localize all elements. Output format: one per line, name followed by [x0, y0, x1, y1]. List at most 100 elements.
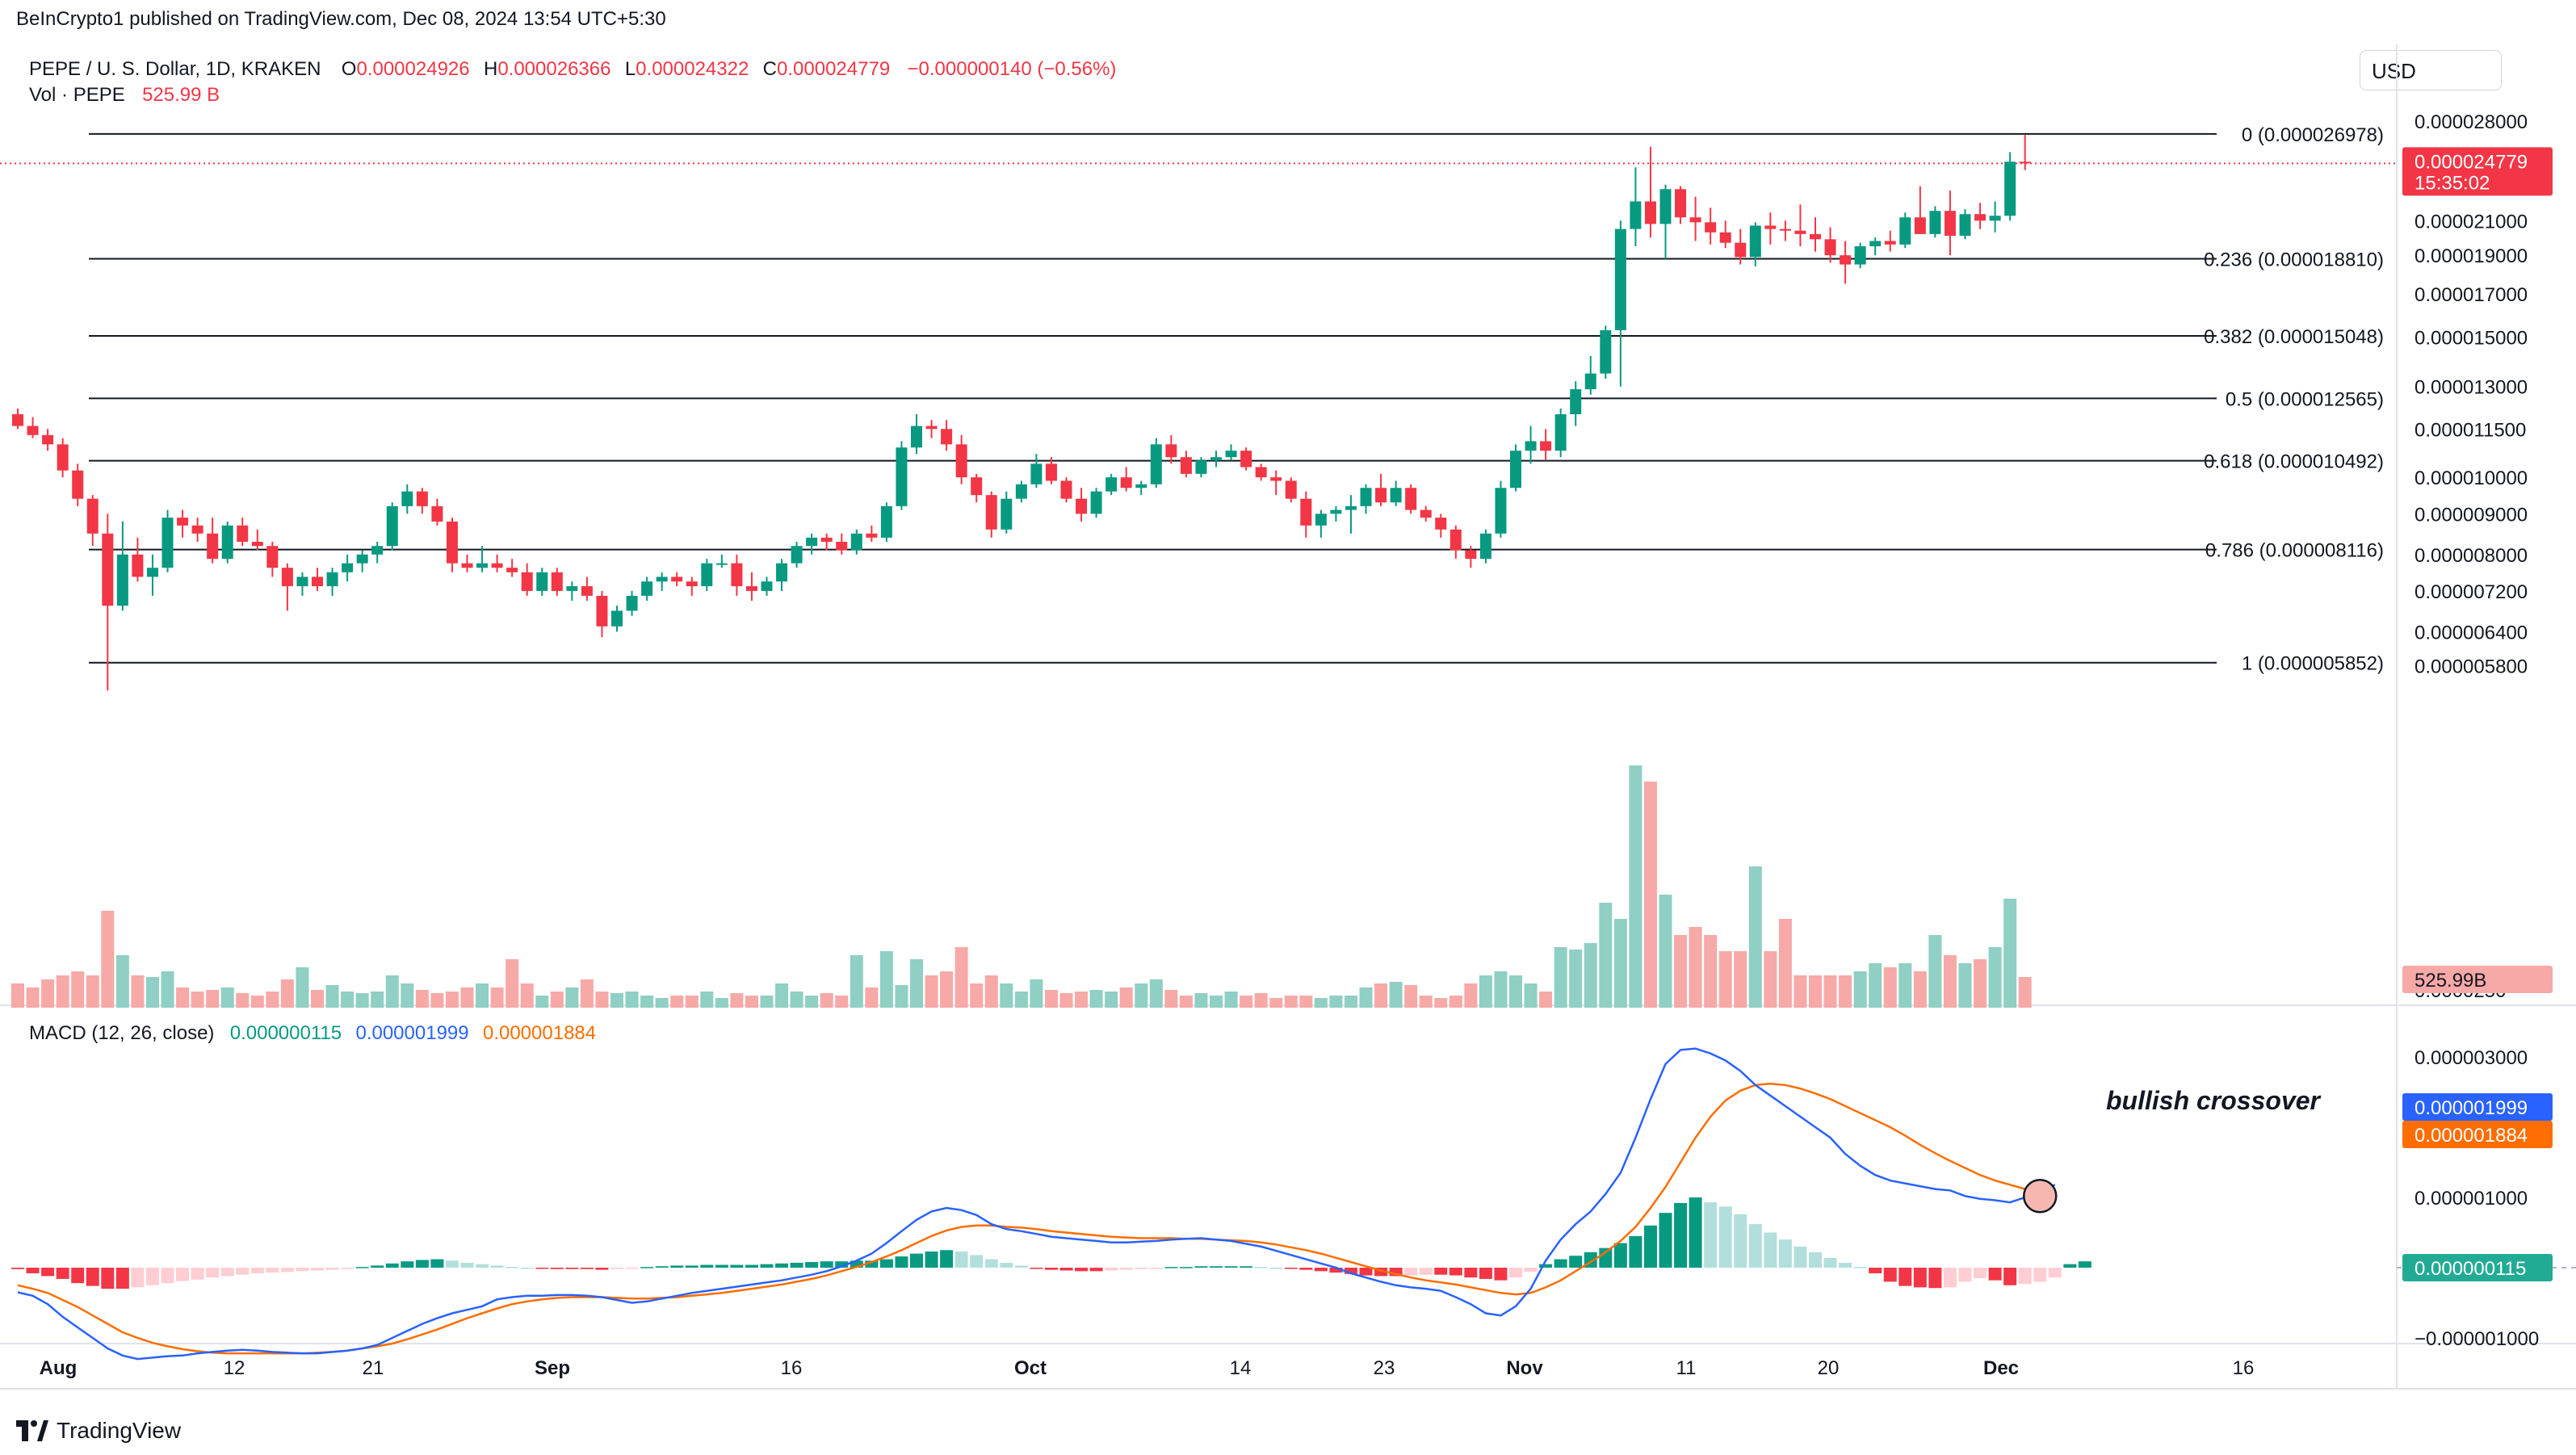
macd-hist-bar	[176, 1268, 190, 1281]
time-axis-label: 23	[1374, 1357, 1395, 1379]
candle-body	[162, 518, 174, 568]
candle-body	[1764, 225, 1777, 229]
time-axis-label: 16	[781, 1357, 803, 1379]
macd-hist-bar	[984, 1259, 998, 1268]
candle-body	[27, 426, 39, 435]
fib-level-label: 1 (0.000005852)	[2242, 653, 2384, 675]
volume-bar	[1883, 967, 1897, 1008]
candle-body	[1495, 488, 1507, 534]
macd-hist-bar	[820, 1261, 833, 1268]
macd-hist-bar	[101, 1268, 115, 1289]
candle-body	[1285, 480, 1297, 499]
candle-body	[177, 518, 189, 526]
macd-hist-bar	[445, 1260, 459, 1268]
candle-body	[641, 581, 653, 596]
macd-hist-bar	[11, 1268, 24, 1269]
macd-hist-bar	[341, 1268, 355, 1269]
volume-bar	[595, 992, 609, 1008]
tradingview-logo[interactable]: TradingView	[16, 1418, 181, 1444]
macd-hist-bar	[1704, 1202, 1718, 1268]
candle-body	[491, 563, 503, 568]
price-tick-label: 0.000007200	[2414, 581, 2528, 603]
macd-hist-bar	[2048, 1268, 2062, 1278]
macd-hist-bar	[1569, 1256, 1583, 1268]
volume-bar	[1329, 996, 1343, 1008]
macd-line-badge	[2402, 1093, 2553, 1121]
macd-hist-value: 0.000000115	[229, 1022, 342, 1044]
volume-bar	[206, 990, 220, 1008]
macd-hist-bar	[1524, 1268, 1538, 1273]
candle-body	[2004, 161, 2016, 216]
candle-body	[626, 595, 638, 611]
candle-body	[566, 586, 578, 591]
price-tick-label: 0.000006400	[2414, 622, 2528, 644]
candle-body	[1570, 389, 1582, 415]
candle-body	[1330, 509, 1342, 514]
candle-body	[1869, 241, 1882, 247]
candle-body	[1479, 533, 1491, 560]
candle-body	[251, 541, 263, 547]
volume-bar	[355, 993, 369, 1008]
currency-selector[interactable]: USD	[2360, 50, 2502, 90]
macd-signal-value: 0.000001884	[482, 1022, 597, 1044]
volume-badge	[2402, 966, 2553, 993]
volume-bar	[940, 971, 954, 1008]
macd-hist-bar	[865, 1260, 879, 1268]
candle-body	[1914, 217, 1926, 234]
macd-hist-bar	[1839, 1262, 1852, 1268]
macd-hist-bar	[760, 1264, 774, 1268]
candle-body	[1345, 505, 1357, 510]
volume-bar	[445, 992, 459, 1008]
macd-hist-bar	[371, 1265, 384, 1268]
volume-bar	[11, 983, 24, 1008]
tradingview-logo-icon	[16, 1420, 48, 1441]
symbol-title: PEPE / U. S. Dollar, 1D, KRAKEN	[29, 58, 321, 80]
macd-hist-bar	[1135, 1268, 1148, 1269]
volume-value: 525.99 B	[142, 84, 220, 106]
candle-body	[761, 581, 773, 591]
volume-bar	[1778, 919, 1792, 1008]
macd-hist-bar	[1869, 1268, 1882, 1273]
volume-bar	[1554, 947, 1567, 1008]
candle-body	[116, 554, 128, 606]
volume-bar	[820, 993, 833, 1008]
macd-hist-bar	[1974, 1268, 1987, 1279]
volume-bar	[1419, 996, 1433, 1008]
candle-body	[1120, 477, 1132, 488]
volume-bar	[850, 955, 863, 1008]
candle-body	[1450, 529, 1462, 551]
volume-bar	[1674, 935, 1688, 1008]
candle-body	[1135, 484, 1147, 488]
volume-bar	[1794, 975, 1807, 1008]
price-tick-label: 0.000008000	[2414, 545, 2528, 567]
price-tick-label: 0.000010000	[2414, 468, 2528, 489]
candle-body	[806, 537, 818, 547]
macd-hist-bar	[895, 1256, 908, 1268]
candle-body	[896, 447, 908, 506]
macd-hist-bar	[670, 1265, 684, 1268]
candle-body	[1195, 460, 1207, 474]
volume-bar	[1344, 996, 1357, 1008]
macd-hist-bar	[1404, 1268, 1418, 1276]
time-axis-label: 14	[1230, 1357, 1252, 1379]
candle-body	[1150, 444, 1162, 484]
volume-bar	[266, 992, 279, 1008]
candle-body	[221, 525, 233, 560]
macd-hist-bar	[280, 1268, 294, 1273]
macd-hist-bar	[1344, 1268, 1357, 1274]
macd-hist-bar	[1629, 1235, 1643, 1268]
macd-hist-bar	[1643, 1225, 1657, 1268]
fib-level-label: 0.5 (0.000012565)	[2226, 388, 2384, 410]
candle-body	[1989, 216, 2001, 221]
candle-body	[1974, 214, 1987, 221]
volume-bar	[161, 971, 174, 1008]
volume-bar	[476, 983, 489, 1008]
volume-bar	[1314, 998, 1328, 1008]
volume-bar	[1119, 987, 1133, 1008]
macd-hist-bar	[700, 1264, 714, 1268]
macd-hist-bar	[1809, 1252, 1822, 1268]
macd-hist-bar	[1599, 1247, 1613, 1268]
volume-bar	[236, 993, 250, 1008]
price-tick-label: 0.000021000	[2414, 211, 2528, 233]
